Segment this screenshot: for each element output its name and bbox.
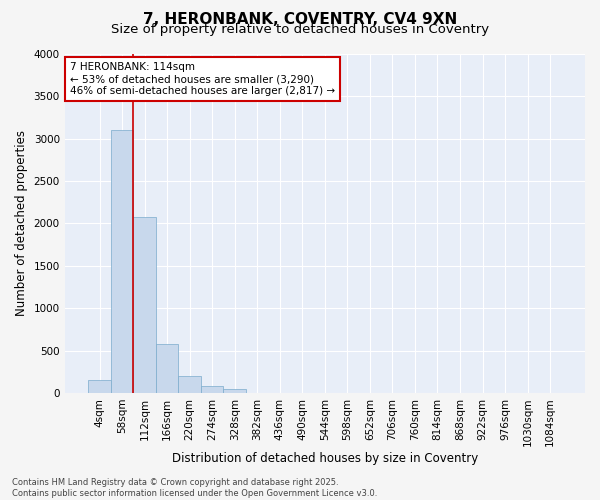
Bar xyxy=(88,380,111,393)
Text: 7 HERONBANK: 114sqm
← 53% of detached houses are smaller (3,290)
46% of semi-det: 7 HERONBANK: 114sqm ← 53% of detached ho… xyxy=(70,62,335,96)
Text: Contains HM Land Registry data © Crown copyright and database right 2025.
Contai: Contains HM Land Registry data © Crown c… xyxy=(12,478,377,498)
Bar xyxy=(223,388,246,393)
Y-axis label: Number of detached properties: Number of detached properties xyxy=(15,130,28,316)
Bar xyxy=(156,344,178,393)
Bar xyxy=(201,386,223,393)
Bar xyxy=(111,130,133,393)
Bar xyxy=(133,216,156,393)
X-axis label: Distribution of detached houses by size in Coventry: Distribution of detached houses by size … xyxy=(172,452,478,465)
Text: 7, HERONBANK, COVENTRY, CV4 9XN: 7, HERONBANK, COVENTRY, CV4 9XN xyxy=(143,12,457,28)
Text: Size of property relative to detached houses in Coventry: Size of property relative to detached ho… xyxy=(111,22,489,36)
Bar xyxy=(178,376,201,393)
